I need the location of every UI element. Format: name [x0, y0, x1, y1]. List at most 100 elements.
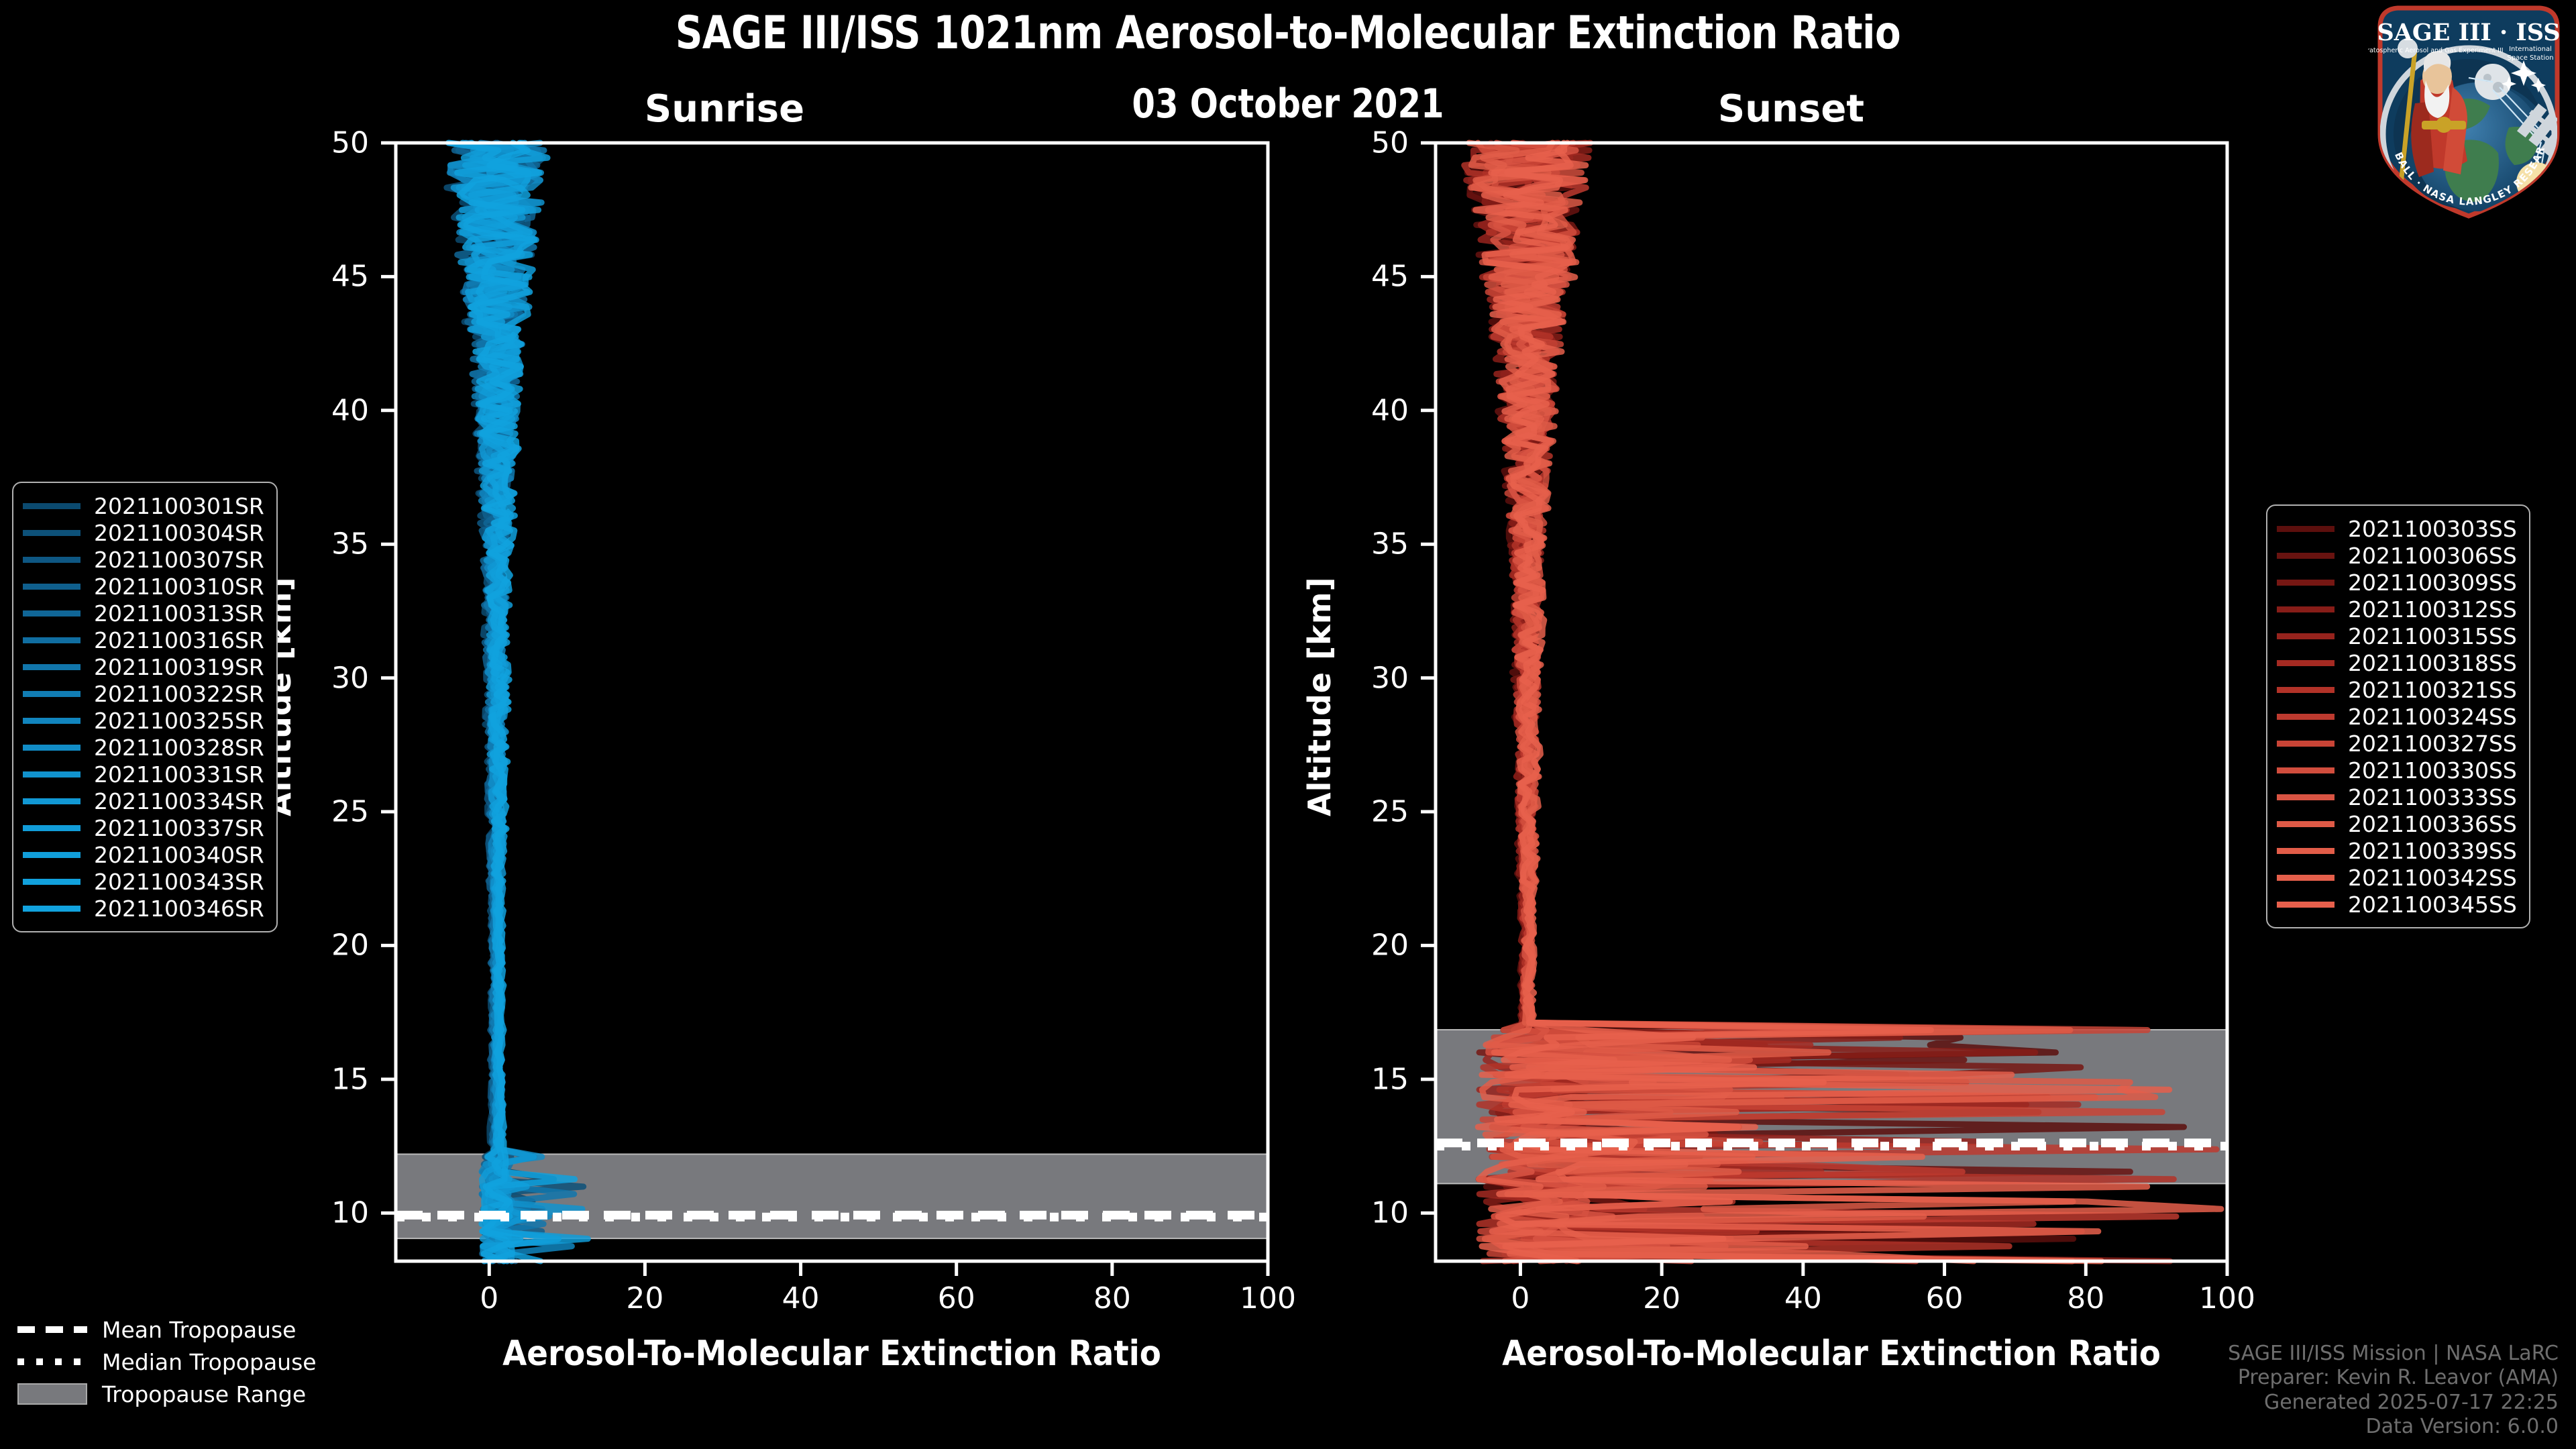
- legend-item[interactable]: 2021100346SR: [23, 895, 264, 922]
- legend-item[interactable]: 2021100331SR: [23, 761, 264, 788]
- x-tick-label: 40: [782, 1281, 820, 1316]
- legend-item[interactable]: 2021100319SR: [23, 653, 264, 680]
- legend-item-label: 2021100316SR: [94, 627, 264, 653]
- legend-item-label: 2021100330SS: [2348, 757, 2517, 784]
- legend-item-label: 2021100343SR: [94, 868, 264, 895]
- legend-color-swatch: [23, 905, 80, 912]
- legend-color-swatch: [23, 878, 80, 885]
- credits-line: SAGE III/ISS Mission | NASA LaRC: [2228, 1341, 2559, 1365]
- legend-item-label: 2021100315SS: [2348, 623, 2517, 649]
- y-tick-label: 40: [1371, 393, 1409, 428]
- legend-item[interactable]: 2021100316SR: [23, 627, 264, 653]
- legend-item-label: 2021100319SR: [94, 653, 264, 680]
- credits-line: Preparer: Kevin R. Leavor (AMA): [2237, 1366, 2559, 1390]
- legend-item-label: 2021100336SS: [2348, 810, 2517, 837]
- sunrise-panel-title: Sunrise: [644, 87, 805, 131]
- legend-item[interactable]: 2021100327SS: [2277, 730, 2517, 757]
- legend-item[interactable]: 2021100315SS: [2277, 623, 2517, 649]
- legend-item[interactable]: 2021100310SR: [23, 573, 264, 600]
- x-tick-label: 100: [2199, 1281, 2255, 1316]
- tropopause-range-key: [17, 1383, 87, 1405]
- legend-item[interactable]: 2021100342SS: [2277, 864, 2517, 891]
- legend-color-swatch: [2277, 874, 2334, 881]
- legend-item[interactable]: 2021100340SR: [23, 841, 264, 868]
- logo-subtitle-right-1: International: [2509, 46, 2552, 53]
- legend-item[interactable]: 2021100334SR: [23, 788, 264, 814]
- tropopause-legend-label: Mean Tropopause: [102, 1316, 297, 1343]
- legend-item[interactable]: 2021100337SR: [23, 814, 264, 841]
- logo-subtitle-left: Stratospheric Aerosol and Gas Experiment…: [2368, 47, 2504, 54]
- legend-item[interactable]: 2021100336SS: [2277, 810, 2517, 837]
- legend-color-swatch: [2277, 659, 2334, 666]
- tropopause-legend-label: Tropopause Range: [102, 1381, 307, 1407]
- legend-color-swatch: [2277, 633, 2334, 639]
- legend-color-swatch: [23, 610, 80, 616]
- y-tick-label: 50: [331, 125, 369, 160]
- legend-color-swatch: [2277, 606, 2334, 612]
- legend-item[interactable]: 2021100306SS: [2277, 542, 2517, 569]
- sunset-series-legend[interactable]: 2021100303SS 2021100306SS 2021100309SS 2…: [2266, 504, 2530, 928]
- y-tick-label: 45: [1371, 259, 1409, 294]
- legend-item-label: 2021100312SS: [2348, 596, 2517, 623]
- legend-item[interactable]: 2021100325SR: [23, 707, 264, 734]
- legend-color-swatch: [2277, 713, 2334, 720]
- legend-item[interactable]: 2021100307SR: [23, 546, 264, 573]
- y-tick-label: 30: [331, 661, 369, 696]
- legend-item[interactable]: 2021100321SS: [2277, 676, 2517, 703]
- x-tick-label: 0: [1511, 1281, 1530, 1316]
- legend-item[interactable]: 2021100313SR: [23, 600, 264, 627]
- legend-color-swatch: [23, 798, 80, 804]
- median-tropopause-key: [17, 1354, 87, 1369]
- legend-item[interactable]: 2021100312SS: [2277, 596, 2517, 623]
- x-tick-label: 60: [1925, 1281, 1964, 1316]
- legend-item-label: 2021100327SS: [2348, 730, 2517, 757]
- y-tick-label: 20: [331, 928, 369, 963]
- legend-item-label: 2021100346SR: [94, 895, 264, 922]
- legend-color-swatch: [23, 771, 80, 777]
- legend-item-label: 2021100334SR: [94, 788, 264, 814]
- legend-item[interactable]: 2021100304SR: [23, 519, 264, 546]
- y-tick-label: 35: [1371, 527, 1409, 561]
- series-line: [455, 140, 591, 1265]
- legend-color-swatch: [2277, 740, 2334, 747]
- y-tick-label: 30: [1371, 661, 1409, 696]
- legend-item[interactable]: 2021100333SS: [2277, 784, 2517, 810]
- sunset-panel-title: Sunset: [1717, 87, 1865, 131]
- legend-item[interactable]: 2021100324SS: [2277, 703, 2517, 730]
- legend-item[interactable]: 2021100345SS: [2277, 891, 2517, 918]
- legend-item-label: 2021100345SS: [2348, 891, 2517, 918]
- x-tick-label: 20: [626, 1281, 664, 1316]
- legend-color-swatch: [2277, 552, 2334, 559]
- legend-item[interactable]: 2021100339SS: [2277, 837, 2517, 864]
- legend-item[interactable]: 2021100330SS: [2277, 757, 2517, 784]
- series-line: [456, 140, 543, 1265]
- legend-item[interactable]: 2021100309SS: [2277, 569, 2517, 596]
- y-tick-label: 35: [331, 527, 369, 561]
- legend-item[interactable]: 2021100318SS: [2277, 649, 2517, 676]
- legend-color-swatch: [2277, 794, 2334, 800]
- sunrise-series-legend[interactable]: 2021100301SR 2021100304SR 2021100307SR 2…: [12, 482, 278, 932]
- legend-item-label: 2021100310SR: [94, 573, 264, 600]
- credits-block: SAGE III/ISS Mission | NASA LaRC Preparer…: [2228, 1342, 2559, 1440]
- legend-item[interactable]: 2021100322SR: [23, 680, 264, 707]
- tropopause-legend-label: Median Tropopause: [102, 1348, 317, 1375]
- legend-item-label: 2021100303SS: [2348, 515, 2517, 542]
- y-tick-label: 20: [1371, 928, 1409, 963]
- legend-item[interactable]: 2021100301SR: [23, 492, 264, 519]
- legend-color-swatch: [23, 663, 80, 670]
- legend-item-label: 2021100340SR: [94, 841, 264, 868]
- mean-tropopause-key: [17, 1322, 87, 1337]
- legend-color-swatch: [23, 502, 80, 509]
- legend-item[interactable]: 2021100303SS: [2277, 515, 2517, 542]
- legend-item-label: 2021100339SS: [2348, 837, 2517, 864]
- x-tick-label: 40: [1784, 1281, 1822, 1316]
- page-title: SAGE III/ISS 1021nm Aerosol-to-Molecular…: [675, 7, 1901, 60]
- y-tick-label: 15: [1371, 1062, 1409, 1097]
- legend-color-swatch: [23, 637, 80, 643]
- legend-item[interactable]: 2021100343SR: [23, 868, 264, 895]
- legend-item[interactable]: 2021100328SR: [23, 734, 264, 761]
- legend-color-swatch: [23, 690, 80, 697]
- legend-color-swatch: [2277, 820, 2334, 827]
